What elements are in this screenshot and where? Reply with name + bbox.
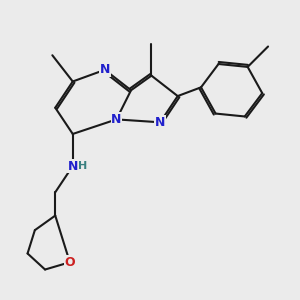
- Text: O: O: [64, 256, 75, 269]
- Text: H: H: [78, 161, 88, 171]
- Text: N: N: [111, 113, 122, 126]
- Text: N: N: [100, 63, 110, 76]
- Text: N: N: [68, 160, 78, 172]
- Text: N: N: [155, 116, 165, 129]
